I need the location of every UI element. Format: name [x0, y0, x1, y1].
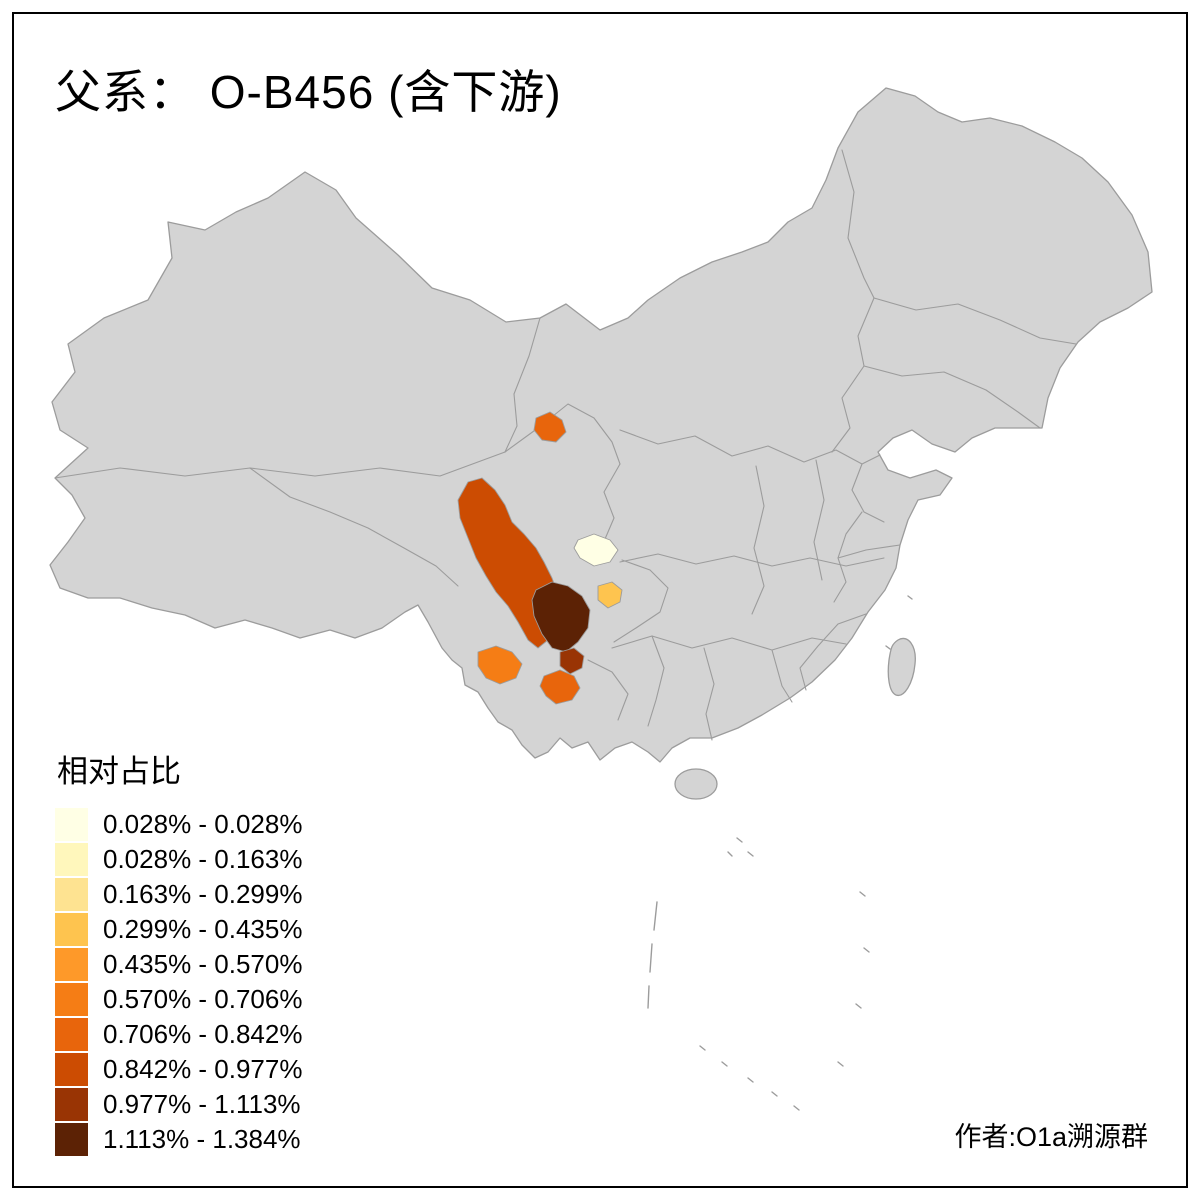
legend-row: 0.435% - 0.570%	[55, 947, 302, 982]
legend-rows: 0.028% - 0.028% 0.028% - 0.163% 0.163% -…	[55, 807, 302, 1157]
legend-swatch	[55, 1123, 88, 1156]
legend-label: 0.028% - 0.163%	[103, 844, 303, 874]
legend-swatch	[55, 843, 88, 876]
legend-swatch	[55, 1018, 88, 1051]
legend-label: 1.113% - 1.384%	[103, 1124, 301, 1154]
legend: 相对占比 0.028% - 0.028% 0.028% - 0.163% 0.1…	[55, 746, 302, 1157]
legend-label: 0.706% - 0.842%	[103, 1019, 303, 1049]
legend-label: 0.299% - 0.435%	[103, 914, 303, 944]
legend-swatch	[55, 1053, 88, 1086]
author-credit: 作者:O1a溯源群	[954, 1122, 1148, 1152]
legend-row: 0.028% - 0.163%	[55, 842, 302, 877]
region-south-of-core	[559, 647, 585, 675]
region-west-yunnan	[477, 645, 523, 685]
legend-label: 0.570% - 0.706%	[103, 984, 303, 1014]
legend-label: 0.842% - 0.977%	[103, 1054, 303, 1084]
legend-row: 0.163% - 0.299%	[55, 877, 302, 912]
colored-regions	[457, 411, 623, 705]
legend-label: 0.028% - 0.028%	[103, 809, 303, 839]
legend-label: 0.163% - 0.299%	[103, 879, 303, 909]
legend-swatch	[55, 983, 88, 1016]
province-borders	[54, 149, 1077, 741]
legend-row: 0.977% - 1.113%	[55, 1087, 302, 1122]
region-southwest-sichuan-core	[531, 581, 591, 653]
region-central-yunnan	[539, 669, 581, 705]
legend-row: 1.113% - 1.384%	[55, 1122, 302, 1157]
legend-label: 0.977% - 1.113%	[103, 1089, 301, 1119]
legend-title: 相对占比	[57, 754, 181, 789]
map-title: 父系： O-B456 (含下游)	[55, 66, 562, 118]
region-qinghai-spot	[533, 411, 567, 443]
legend-swatch	[55, 948, 88, 981]
china-landmass	[49, 87, 1153, 763]
legend-row: 0.570% - 0.706%	[55, 982, 302, 1017]
legend-label: 0.435% - 0.570%	[103, 949, 303, 979]
region-south-sichuan-small	[597, 581, 623, 609]
region-chengdu-plain	[573, 533, 619, 567]
legend-row: 0.706% - 0.842%	[55, 1017, 302, 1052]
legend-swatch	[55, 913, 88, 946]
legend-row: 0.299% - 0.435%	[55, 912, 302, 947]
legend-row: 0.842% - 0.977%	[55, 1052, 302, 1087]
legend-swatch	[55, 878, 88, 911]
legend-swatch	[55, 1088, 88, 1121]
hainan-island	[674, 768, 718, 800]
south-china-sea-islets	[647, 595, 913, 1111]
legend-row: 0.028% - 0.028%	[55, 807, 302, 842]
legend-swatch	[55, 808, 88, 841]
taiwan-island	[887, 637, 916, 696]
